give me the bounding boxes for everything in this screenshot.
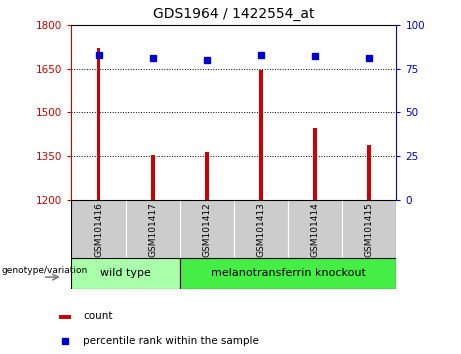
Bar bbox=[342, 200, 396, 258]
Text: GSM101413: GSM101413 bbox=[256, 202, 266, 257]
Text: genotype/variation: genotype/variation bbox=[1, 266, 88, 275]
Text: melanotransferrin knockout: melanotransferrin knockout bbox=[211, 268, 366, 279]
Title: GDS1964 / 1422554_at: GDS1964 / 1422554_at bbox=[153, 7, 315, 21]
Bar bbox=[259, 70, 263, 200]
Text: GSM101412: GSM101412 bbox=[202, 202, 212, 257]
Bar bbox=[71, 200, 125, 258]
Text: GSM101416: GSM101416 bbox=[94, 202, 103, 257]
Text: percentile rank within the sample: percentile rank within the sample bbox=[83, 336, 259, 346]
Bar bbox=[125, 200, 180, 258]
Bar bbox=[288, 200, 342, 258]
Text: wild type: wild type bbox=[100, 268, 151, 279]
Bar bbox=[367, 144, 371, 200]
Text: GSM101414: GSM101414 bbox=[311, 202, 320, 257]
Bar bbox=[71, 258, 180, 289]
Text: GSM101417: GSM101417 bbox=[148, 202, 157, 257]
Text: GSM101415: GSM101415 bbox=[365, 202, 374, 257]
Bar bbox=[180, 200, 234, 258]
Bar bbox=[59, 315, 71, 319]
Bar bbox=[180, 258, 396, 289]
Bar bbox=[234, 200, 288, 258]
Text: count: count bbox=[83, 311, 112, 321]
Bar bbox=[205, 152, 209, 200]
Bar bbox=[151, 155, 154, 200]
Bar bbox=[313, 129, 317, 200]
Bar bbox=[97, 48, 100, 200]
